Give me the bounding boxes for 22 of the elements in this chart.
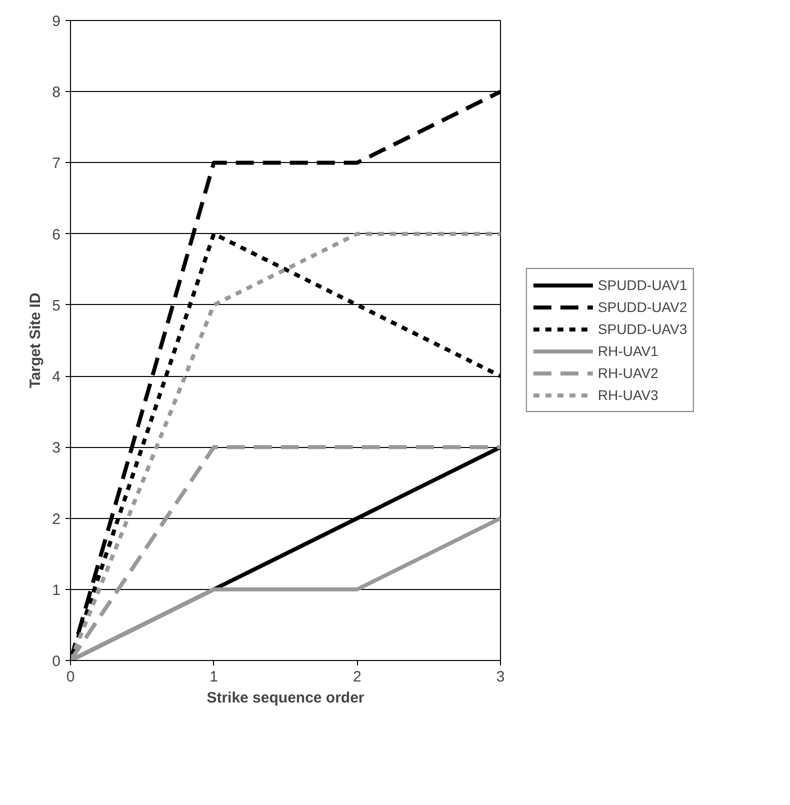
x-tick-label: 2 — [352, 668, 362, 686]
legend-label: RH-UAV1 — [598, 343, 658, 359]
y-tick-label: 3 — [52, 440, 60, 457]
legend-label: RH-UAV3 — [598, 387, 658, 403]
x-tick-label: 1 — [210, 668, 218, 686]
legend-label: SPUDD-UAV1 — [598, 277, 688, 293]
y-tick-label: 5 — [52, 297, 60, 314]
legend-label: RH-UAV2 — [598, 365, 658, 381]
x-tick-label: 0 — [66, 668, 75, 686]
y-tick-label: 6 — [52, 226, 60, 244]
y-tick-label: 9 — [52, 13, 60, 30]
y-tick-label: 2 — [52, 510, 60, 528]
y-tick-label: 8 — [52, 84, 60, 102]
x-axis-title: Strike sequence order — [206, 690, 364, 706]
y-tick-label: 7 — [52, 155, 60, 172]
y-axis-title: Target Site ID — [27, 292, 44, 388]
legend-label: SPUDD-UAV2 — [598, 299, 688, 315]
y-tick-label: 0 — [52, 653, 60, 670]
x-tick-label: 3 — [496, 668, 505, 686]
y-tick-label: 4 — [52, 368, 60, 386]
y-tick-label: 1 — [52, 582, 60, 599]
legend-label: SPUDD-UAV3 — [598, 321, 688, 337]
